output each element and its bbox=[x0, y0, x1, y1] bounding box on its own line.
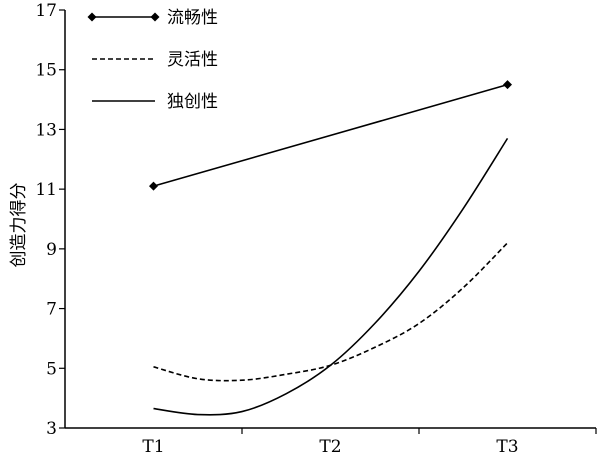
x-tick-label: T1 bbox=[142, 437, 164, 457]
series-lines bbox=[149, 80, 512, 416]
data-point-fluency bbox=[149, 181, 158, 191]
y-tick-label: 11 bbox=[35, 180, 57, 200]
series-line-originality bbox=[153, 137, 509, 416]
y-ticks: 3 5 7 9 11 13 15 17 bbox=[35, 1, 65, 439]
axes bbox=[64, 10, 596, 429]
legend-label-fluency: 流畅性 bbox=[167, 8, 218, 28]
legend-marker-fluency bbox=[150, 12, 160, 22]
legend-marker-fluency bbox=[87, 12, 97, 22]
legend-label-originality: 独创性 bbox=[167, 92, 218, 112]
x-tick-label: T3 bbox=[496, 437, 518, 457]
legend-label-flexibility: 灵活性 bbox=[167, 50, 218, 70]
y-tick-label: 7 bbox=[46, 300, 57, 320]
series-line-fluency bbox=[153, 83, 508, 187]
y-tick-label: 15 bbox=[35, 61, 57, 81]
data-point-fluency bbox=[503, 80, 512, 90]
y-tick-label: 17 bbox=[35, 1, 57, 21]
y-tick-label: 5 bbox=[46, 359, 57, 379]
y-tick-label: 9 bbox=[46, 240, 57, 260]
y-tick-label: 13 bbox=[35, 120, 57, 140]
x-tick-label: T2 bbox=[319, 437, 341, 457]
series-line-flexibility bbox=[153, 242, 509, 382]
y-axis-label: 创造力得分 bbox=[9, 183, 29, 268]
y-tick-label: 3 bbox=[46, 419, 57, 439]
x-ticks: T1 T2 T3 bbox=[142, 428, 597, 457]
